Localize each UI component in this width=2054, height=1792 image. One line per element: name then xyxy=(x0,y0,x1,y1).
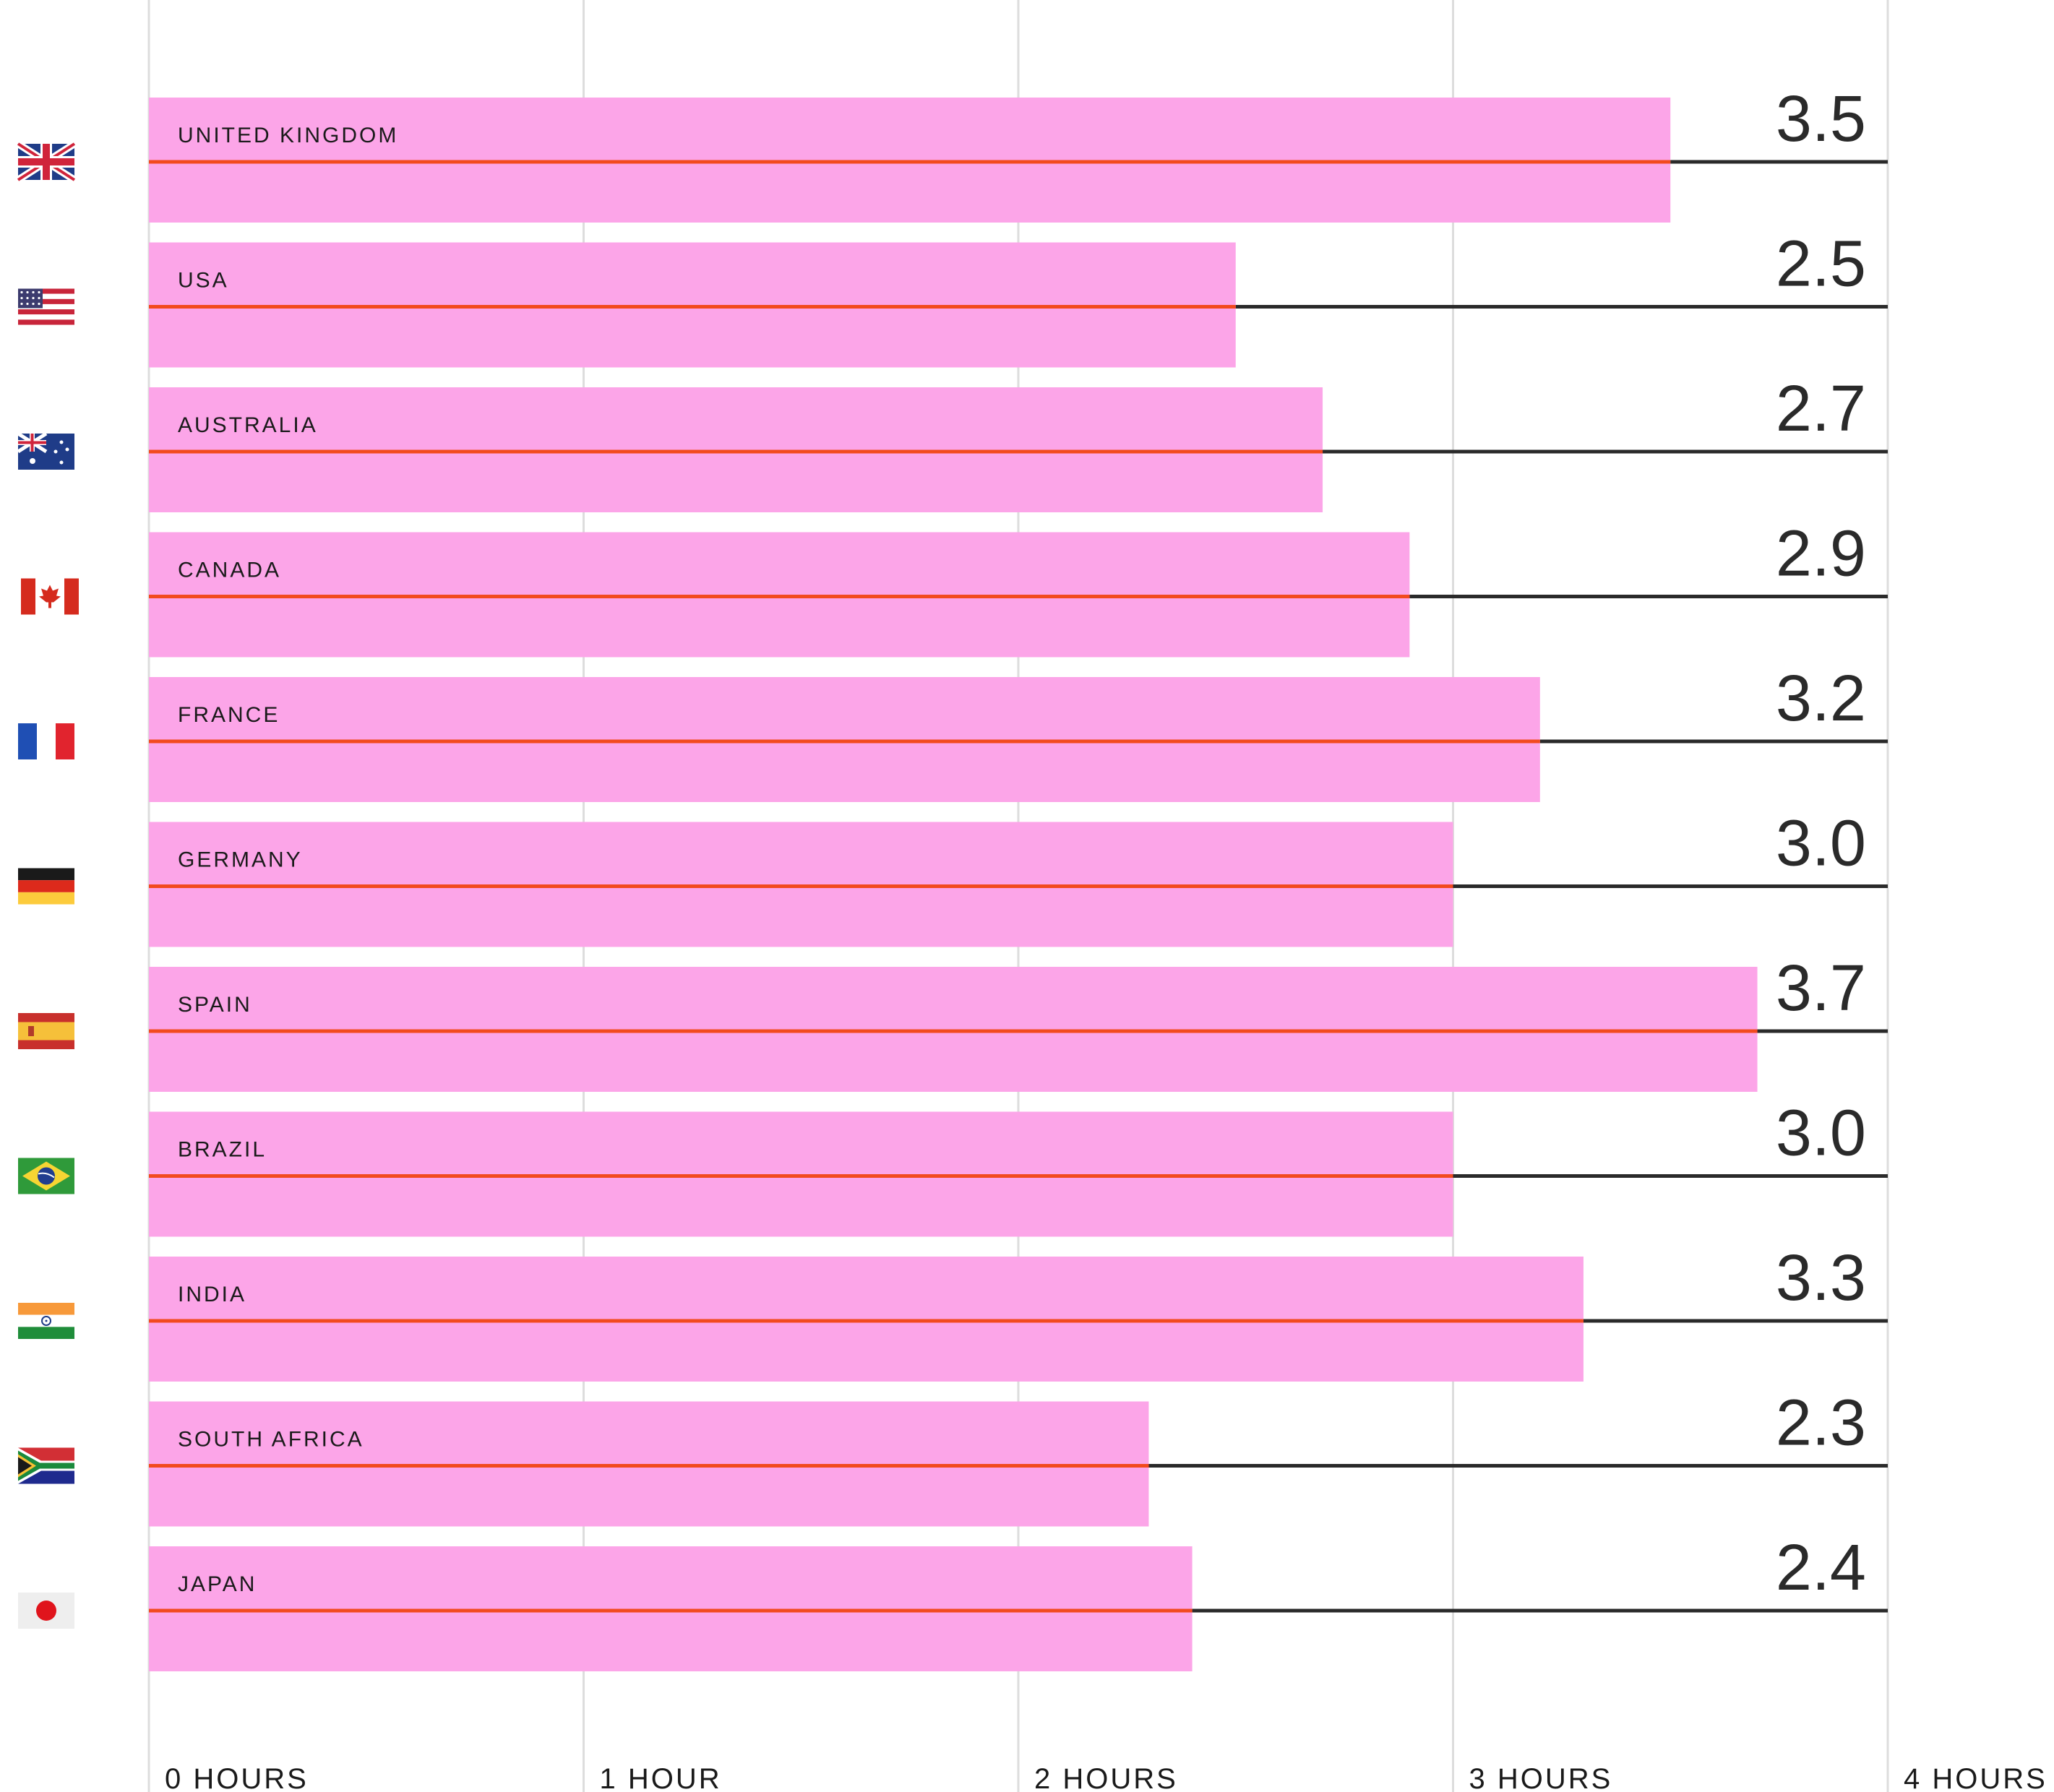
bar-row: SPAIN 3.7 xyxy=(149,952,1888,1092)
category-label: CANADA xyxy=(178,559,281,582)
germany-flag-icon xyxy=(18,868,74,905)
bar-row: USA 2.5 xyxy=(149,228,1888,368)
value-label: 3.2 xyxy=(1776,663,1866,735)
bar-row: CANADA 2.9 xyxy=(149,518,1888,658)
value-label: 3.0 xyxy=(1776,1098,1866,1170)
category-label: FRANCE xyxy=(178,703,280,727)
brazil-flag-icon xyxy=(18,1158,74,1194)
x-tick-label: 0 HOURS xyxy=(165,1763,309,1792)
x-tick-label: 2 HOURS xyxy=(1034,1763,1178,1792)
value-label: 3.0 xyxy=(1776,808,1866,880)
france-flag-icon xyxy=(18,723,74,759)
category-label: INDIA xyxy=(178,1283,246,1306)
category-label: AUSTRALIA xyxy=(178,413,318,437)
category-label: BRAZIL xyxy=(178,1138,267,1162)
usa-flag-icon xyxy=(18,288,74,325)
spain-flag-icon xyxy=(18,1013,74,1049)
value-label: 2.5 xyxy=(1776,228,1866,301)
value-label: 3.3 xyxy=(1776,1242,1866,1314)
bar-row: GERMANY 3.0 xyxy=(149,808,1888,947)
x-tick-label: 4 HOURS xyxy=(1904,1763,2047,1792)
category-label: SPAIN xyxy=(178,993,252,1017)
bar-row: FRANCE 3.2 xyxy=(149,663,1888,802)
australia-flag-icon xyxy=(17,431,74,470)
bar-row: INDIA 3.3 xyxy=(149,1242,1888,1382)
value-label: 3.7 xyxy=(1776,952,1866,1025)
canada-flag-icon xyxy=(21,578,79,615)
value-label: 2.7 xyxy=(1776,373,1866,445)
value-label: 2.4 xyxy=(1776,1532,1866,1604)
value-label: 2.3 xyxy=(1776,1387,1866,1460)
bar-row: UNITED KINGDOM 3.5 xyxy=(149,83,1888,223)
x-tick-label: 3 HOURS xyxy=(1469,1763,1613,1792)
bars-group: UNITED KINGDOM 3.5 USA 2.5 AUSTRALIA 2.7 CANAD… xyxy=(149,83,1888,1671)
x-tick-label: 1 HOUR xyxy=(600,1763,722,1792)
flags-group xyxy=(16,140,79,1629)
x-axis-ticks: 0 HOURS 1 HOUR 2 HOURS 3 HOURS 4 HOURS xyxy=(165,1763,2047,1792)
category-label: JAPAN xyxy=(178,1572,257,1596)
south-africa-flag-icon xyxy=(18,1447,74,1484)
uk-flag-icon xyxy=(16,140,77,184)
category-label: GERMANY xyxy=(178,848,303,872)
bar-row: AUSTRALIA 2.7 xyxy=(149,373,1888,512)
bar-row: SOUTH AFRICA 2.3 xyxy=(149,1387,1888,1527)
category-label: UNITED KINGDOM xyxy=(178,124,398,147)
japan-flag-icon xyxy=(18,1593,74,1629)
value-label: 3.5 xyxy=(1776,83,1866,155)
category-label: USA xyxy=(178,269,229,293)
bar-row: JAPAN 2.4 xyxy=(149,1532,1888,1671)
bar-row: BRAZIL 3.0 xyxy=(149,1098,1888,1237)
india-flag-icon xyxy=(18,1303,74,1339)
category-label: SOUTH AFRICA xyxy=(178,1428,364,1452)
value-label: 2.9 xyxy=(1776,518,1866,590)
